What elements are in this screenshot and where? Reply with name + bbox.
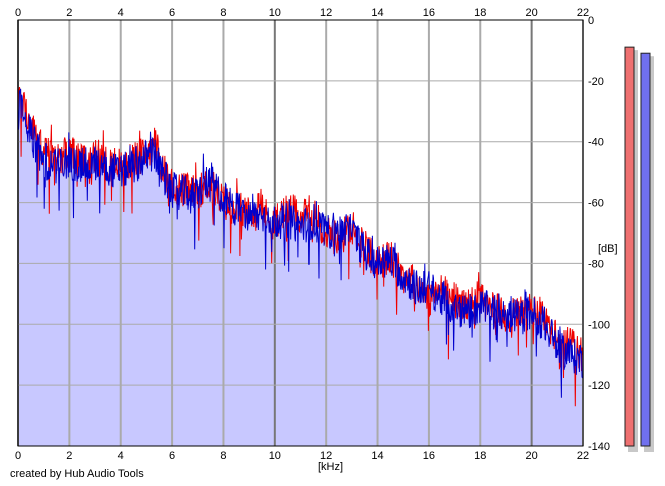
x-tick-label-top: 12	[320, 7, 332, 19]
level-meter-left	[624, 46, 635, 447]
level-meter-right	[640, 52, 651, 447]
x-tick-label-top: 0	[15, 7, 21, 19]
x-tick-label-top: 4	[118, 7, 124, 19]
spectrum-fill	[18, 88, 583, 447]
level-meters	[624, 46, 654, 452]
y-axis-label: [dB]	[598, 243, 618, 255]
x-tick-label-bottom: 12	[320, 450, 332, 462]
x-tick-label-top: 14	[371, 7, 383, 19]
x-tick-label-bottom: 2	[66, 450, 72, 462]
series-line-blue	[17, 88, 584, 398]
x-tick-label-top: 22	[577, 7, 589, 19]
x-tick-label-top: 2	[66, 7, 72, 19]
spectrum-series	[17, 86, 584, 407]
y-tick-labels: 0 -20 -40 -60 -80 -100 -120 -140	[588, 15, 610, 453]
x-tick-labels-bottom: 0 2 4 6 8 10 12 14 16 18 20 22	[15, 450, 589, 462]
x-tick-label-bottom: 8	[220, 450, 226, 462]
x-tick-label-bottom: 20	[526, 450, 538, 462]
x-tick-label-bottom: 14	[371, 450, 383, 462]
y-tick-label: -100	[588, 319, 610, 331]
x-tick-label-top: 10	[269, 7, 281, 19]
y-tick-label: -80	[588, 258, 604, 270]
x-tick-label-bottom: 18	[474, 450, 486, 462]
y-tick-label: -120	[588, 380, 610, 392]
x-tick-label-top: 6	[169, 7, 175, 19]
x-tick-labels-top: 0 2 4 6 8 10 12 14 16 18 20 22	[15, 7, 589, 19]
x-tick-label-bottom: 6	[169, 450, 175, 462]
x-tick-label-top: 18	[474, 7, 486, 19]
y-tick-label: -20	[588, 76, 604, 88]
spectrum-fill-area	[18, 88, 583, 447]
x-tick-label-bottom: 10	[269, 450, 281, 462]
x-tick-label-bottom: 22	[577, 450, 589, 462]
x-axis-label: [kHz]	[318, 461, 343, 473]
plot-frame	[17, 19, 584, 447]
x-tick-label-top: 16	[423, 7, 435, 19]
x-tick-label-bottom: 4	[118, 450, 124, 462]
x-tick-label-bottom: 0	[15, 450, 21, 462]
x-tick-label-bottom: 16	[423, 450, 435, 462]
y-tick-label: -140	[588, 441, 610, 453]
credit-text: created by Hub Audio Tools	[10, 468, 144, 480]
grid	[17, 19, 584, 447]
y-tick-label: -60	[588, 198, 604, 210]
y-tick-label: 0	[588, 15, 594, 27]
x-tick-label-top: 20	[526, 7, 538, 19]
y-tick-label: -40	[588, 137, 604, 149]
x-tick-label-top: 8	[220, 7, 226, 19]
